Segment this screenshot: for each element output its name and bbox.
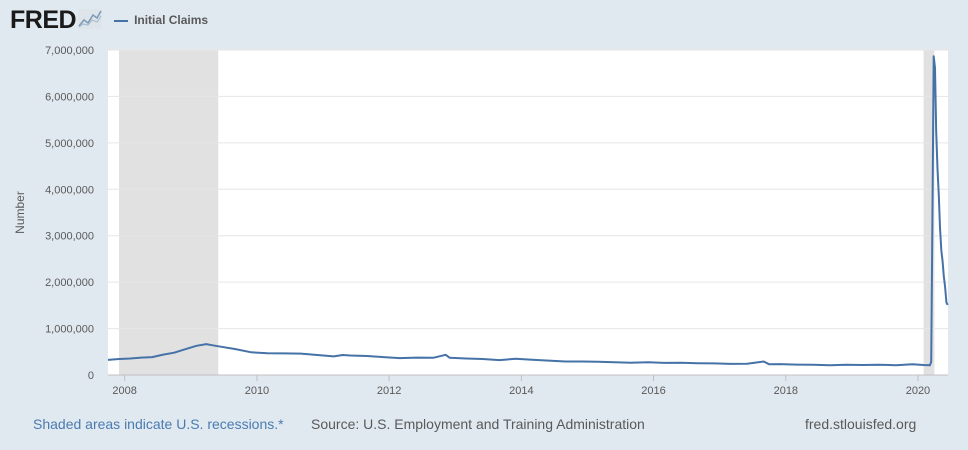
- recession-note[interactable]: Shaded areas indicate U.S. recessions.*: [33, 416, 284, 432]
- fred-chart-logo-icon: [78, 9, 103, 29]
- fred-logo[interactable]: FRED: [10, 5, 77, 34]
- y-tick-label: 3,000,000: [45, 231, 94, 243]
- recession-shade: [923, 50, 935, 375]
- y-tick-label: 2,000,000: [45, 277, 94, 289]
- y-tick-label: 6,000,000: [45, 91, 94, 103]
- x-tick-label: 2014: [509, 385, 533, 397]
- legend-swatch: [114, 19, 129, 22]
- x-tick-label: 2016: [641, 385, 665, 397]
- line-chart: 0 1,000,000 2,000,000 3,000,000 4,000,000 5,0…: [13, 45, 949, 397]
- x-tick-label: 2018: [774, 385, 798, 397]
- chart-header: FRED Initial Claims: [10, 6, 208, 34]
- source-note: Source: U.S. Employment and Training Adm…: [311, 416, 645, 432]
- site-link[interactable]: fred.stlouisfed.org: [805, 416, 917, 432]
- y-axis-label: Number: [13, 191, 27, 234]
- y-tick-label: 5,000,000: [45, 138, 94, 150]
- plot-area: [108, 50, 948, 375]
- x-tick-label: 2010: [245, 385, 269, 397]
- legend-label[interactable]: Initial Claims: [134, 13, 209, 27]
- legend: Initial Claims: [114, 13, 208, 27]
- recession-shade: [119, 50, 219, 375]
- x-tick-label: 2008: [112, 385, 136, 397]
- y-tick-label: 1,000,000: [45, 324, 94, 336]
- x-tick-label: 2012: [377, 385, 401, 397]
- series-line-initial-claims[interactable]: [107, 55, 949, 367]
- y-tick-label: 7,000,000: [45, 45, 94, 57]
- y-tick-label: 4,000,000: [45, 184, 94, 196]
- x-tick-label: 2020: [906, 385, 930, 397]
- y-tick-label: 0: [88, 370, 94, 382]
